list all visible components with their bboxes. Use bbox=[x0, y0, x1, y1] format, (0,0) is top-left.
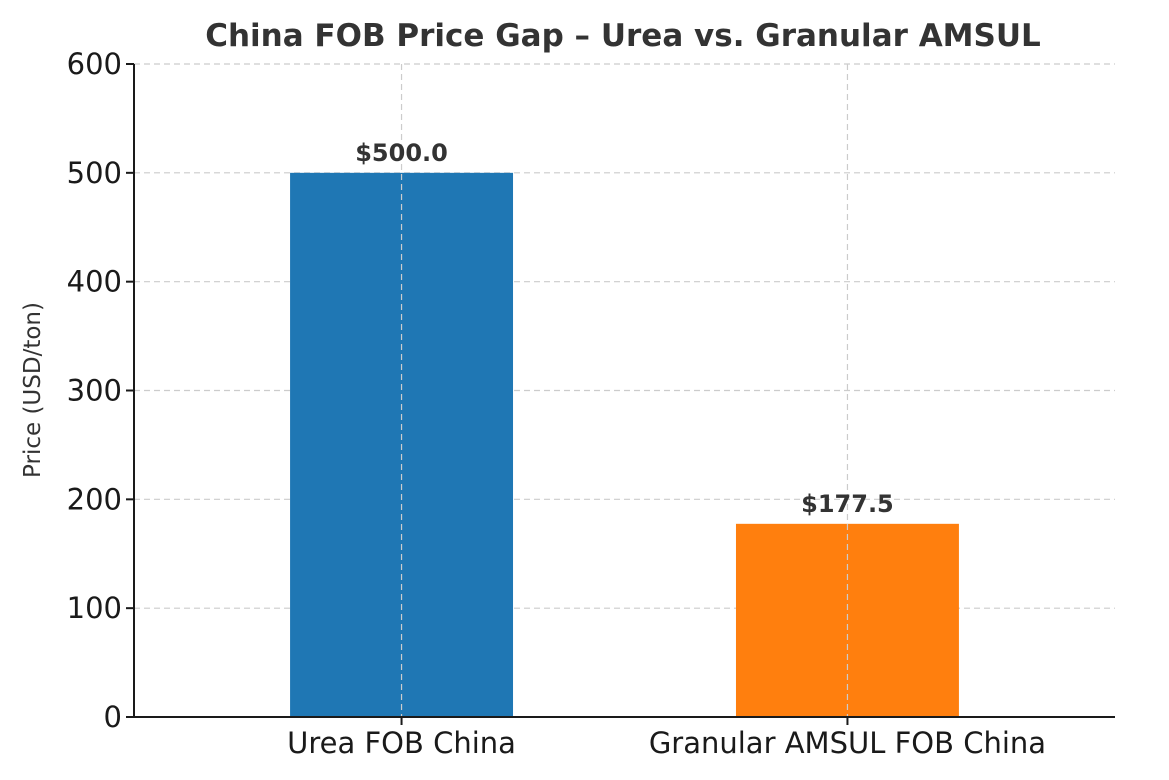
vertical-grid-lines bbox=[400, 64, 849, 717]
bars bbox=[290, 172, 959, 718]
y-tick-label: 200 bbox=[67, 482, 122, 516]
axes: 0 100 200 300 400 500 600 Urea FOB China Granula… bbox=[67, 47, 1115, 760]
y-axis-label: Price (USD/ton) bbox=[20, 302, 46, 478]
bar-value-label: $177.5 bbox=[801, 490, 894, 518]
y-tick-label: 600 bbox=[67, 47, 122, 81]
y-tick-label: 400 bbox=[67, 265, 122, 299]
chart-title: China FOB Price Gap – Urea vs. Granular … bbox=[205, 18, 1041, 54]
bar-value-label: $500.0 bbox=[355, 139, 448, 167]
y-tick-label: 0 bbox=[104, 700, 122, 734]
x-tick-label: Granular AMSUL FOB China bbox=[649, 726, 1046, 760]
grid-lines bbox=[134, 63, 1115, 718]
data-labels: $500.0 $177.5 bbox=[355, 139, 894, 518]
x-tick-label: Urea FOB China bbox=[287, 726, 516, 760]
y-tick-label: 100 bbox=[67, 591, 122, 625]
y-tick-label: 300 bbox=[67, 374, 122, 408]
y-tick-label: 500 bbox=[67, 156, 122, 190]
